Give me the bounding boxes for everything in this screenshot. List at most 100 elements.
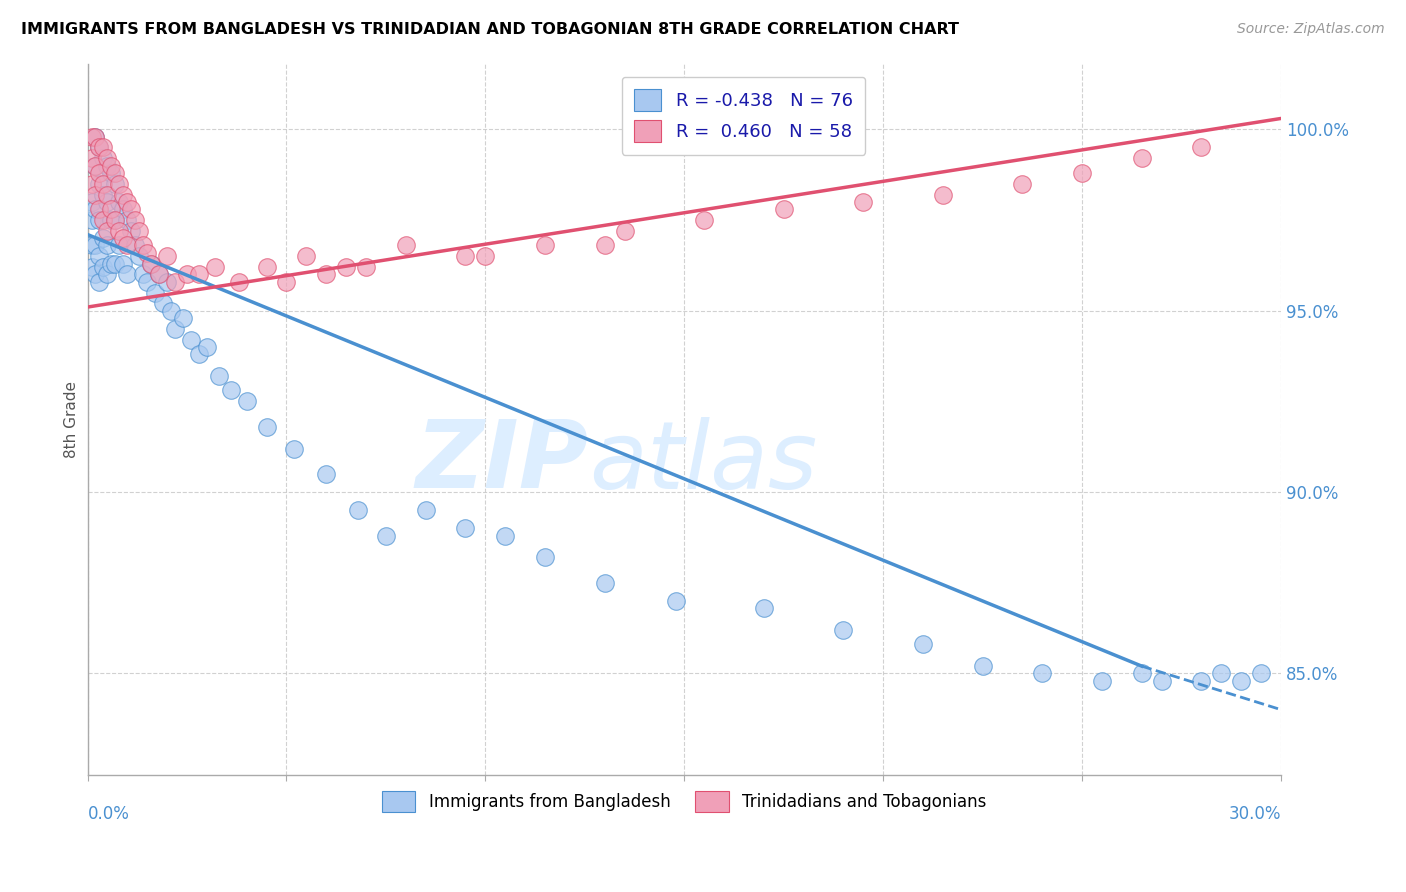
- Point: [474, 249, 496, 263]
- Point: [283, 442, 305, 456]
- Point: [148, 268, 170, 282]
- Point: [165, 322, 187, 336]
- Text: 30.0%: 30.0%: [1229, 805, 1281, 823]
- Point: [96, 194, 118, 209]
- Point: [752, 601, 775, 615]
- Point: [494, 528, 516, 542]
- Point: [100, 166, 122, 180]
- Point: [84, 129, 107, 144]
- Point: [148, 268, 170, 282]
- Point: [89, 275, 111, 289]
- Point: [128, 224, 150, 238]
- Point: [84, 159, 107, 173]
- Point: [124, 213, 146, 227]
- Point: [152, 296, 174, 310]
- Point: [104, 213, 127, 227]
- Point: [141, 256, 163, 270]
- Point: [96, 159, 118, 173]
- Point: [84, 187, 107, 202]
- Point: [89, 202, 111, 216]
- Point: [347, 503, 370, 517]
- Point: [96, 187, 118, 202]
- Point: [911, 637, 934, 651]
- Point: [80, 152, 103, 166]
- Point: [112, 202, 135, 216]
- Point: [256, 260, 278, 275]
- Point: [932, 187, 955, 202]
- Point: [593, 238, 616, 252]
- Point: [93, 231, 115, 245]
- Point: [1150, 673, 1173, 688]
- Point: [93, 260, 115, 275]
- Point: [89, 177, 111, 191]
- Point: [165, 275, 187, 289]
- Point: [1011, 177, 1033, 191]
- Point: [84, 238, 107, 252]
- Point: [156, 275, 179, 289]
- Point: [208, 368, 231, 383]
- Point: [852, 194, 875, 209]
- Point: [1031, 666, 1053, 681]
- Point: [93, 152, 115, 166]
- Point: [1091, 673, 1114, 688]
- Point: [141, 256, 163, 270]
- Text: ZIP: ZIP: [416, 417, 589, 508]
- Point: [1130, 152, 1153, 166]
- Point: [132, 268, 155, 282]
- Point: [108, 194, 131, 209]
- Point: [143, 285, 166, 300]
- Point: [117, 238, 139, 252]
- Point: [219, 384, 242, 398]
- Point: [89, 213, 111, 227]
- Point: [84, 159, 107, 173]
- Point: [100, 256, 122, 270]
- Point: [80, 194, 103, 209]
- Point: [180, 333, 202, 347]
- Point: [84, 202, 107, 216]
- Point: [204, 260, 226, 275]
- Point: [80, 260, 103, 275]
- Point: [665, 594, 688, 608]
- Point: [534, 238, 557, 252]
- Point: [136, 275, 159, 289]
- Point: [96, 224, 118, 238]
- Point: [96, 268, 118, 282]
- Point: [80, 238, 103, 252]
- Text: IMMIGRANTS FROM BANGLADESH VS TRINIDADIAN AND TOBAGONIAN 8TH GRADE CORRELATION C: IMMIGRANTS FROM BANGLADESH VS TRINIDADIA…: [21, 22, 959, 37]
- Point: [1189, 140, 1212, 154]
- Point: [104, 213, 127, 227]
- Point: [80, 129, 103, 144]
- Point: [187, 347, 209, 361]
- Point: [195, 340, 218, 354]
- Point: [276, 275, 298, 289]
- Point: [84, 268, 107, 282]
- Point: [89, 166, 111, 180]
- Point: [100, 159, 122, 173]
- Point: [108, 224, 131, 238]
- Point: [93, 140, 115, 154]
- Point: [112, 187, 135, 202]
- Point: [89, 249, 111, 263]
- Point: [593, 575, 616, 590]
- Point: [104, 166, 127, 180]
- Point: [128, 249, 150, 263]
- Point: [93, 213, 115, 227]
- Point: [112, 256, 135, 270]
- Point: [613, 224, 636, 238]
- Point: [772, 202, 794, 216]
- Point: [534, 550, 557, 565]
- Point: [1071, 166, 1094, 180]
- Point: [89, 140, 111, 154]
- Point: [228, 275, 250, 289]
- Point: [160, 303, 183, 318]
- Point: [112, 231, 135, 245]
- Point: [120, 202, 142, 216]
- Point: [108, 238, 131, 252]
- Point: [972, 659, 994, 673]
- Point: [1130, 666, 1153, 681]
- Point: [354, 260, 377, 275]
- Point: [117, 194, 139, 209]
- Legend: Immigrants from Bangladesh, Trinidadians and Tobagonians: Immigrants from Bangladesh, Trinidadians…: [374, 783, 995, 820]
- Point: [172, 310, 194, 325]
- Y-axis label: 8th Grade: 8th Grade: [65, 381, 79, 458]
